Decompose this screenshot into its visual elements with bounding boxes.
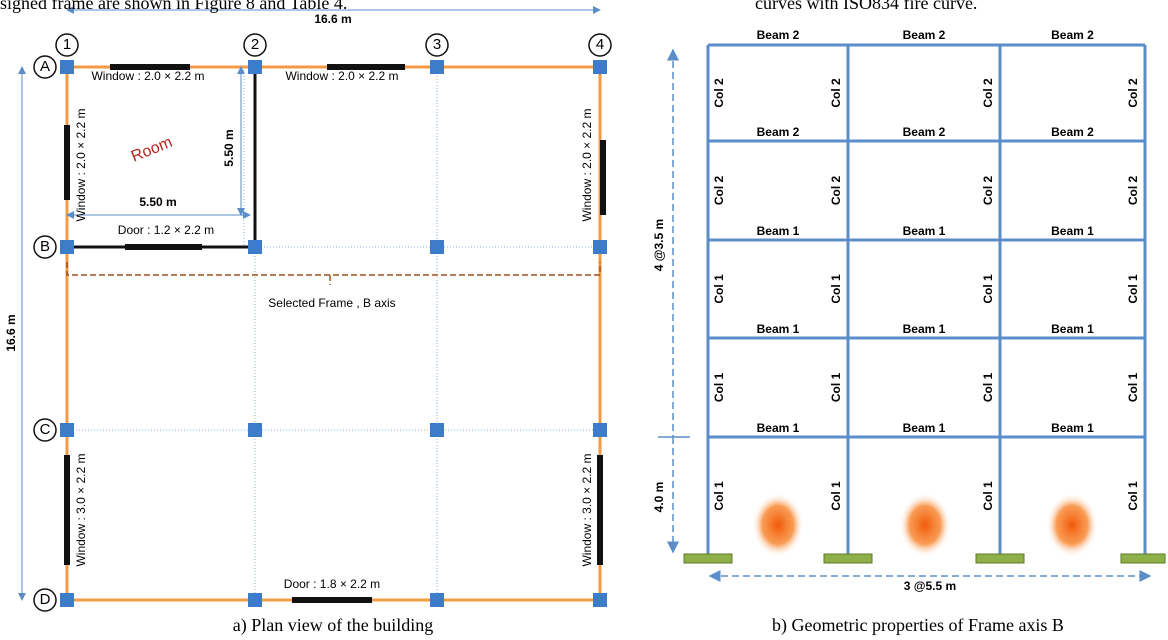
- opening-label: Door : 1.2 × 2.2 m: [118, 223, 214, 237]
- column-label: Col 1: [829, 481, 843, 511]
- column-marker: [430, 423, 444, 437]
- beam-label: Beam 1: [1051, 421, 1094, 435]
- grid-column-label: 2: [251, 36, 259, 53]
- selected-frame-label: Selected Frame , B axis: [268, 296, 395, 310]
- caption: b) Geometric properties of Frame axis B: [772, 615, 1064, 636]
- column-marker: [593, 593, 607, 607]
- column-label: Col 2: [981, 176, 995, 206]
- axis-bubble: [33, 588, 57, 612]
- room-depth: 5.50 m: [222, 129, 236, 166]
- column-label: Col 1: [1126, 274, 1140, 304]
- column-marker: [430, 240, 444, 254]
- beam-label: Beam 2: [757, 125, 800, 139]
- fire-icons: [752, 493, 1098, 557]
- plan-height: 16.6 m: [4, 314, 18, 351]
- beam-label: Beam 2: [903, 125, 946, 139]
- column-marker: [248, 240, 262, 254]
- column-label: Col 2: [712, 176, 726, 206]
- opening-label: Window : 2.0 × 2.2 m: [91, 69, 204, 83]
- opening-label: Window : 2.0 × 2.2 m: [74, 108, 88, 221]
- column-label: Col 1: [712, 373, 726, 403]
- beam-label: Beam 2: [903, 28, 946, 42]
- column-label: Col 2: [981, 78, 995, 108]
- axis-bubble: [33, 418, 57, 442]
- grid-row-label: A: [40, 58, 50, 75]
- upper-height: 4 @3.5 m: [652, 219, 666, 271]
- ground-height: 4.0 m: [652, 482, 666, 513]
- column-marker: [593, 60, 607, 74]
- grid-column-label: 3: [433, 36, 441, 53]
- beam-label: Beam 1: [1051, 224, 1094, 238]
- opening-label: Window : 2.0 × 2.2 m: [580, 108, 594, 221]
- grid-column-label: 1: [63, 36, 71, 53]
- column-label: Col 1: [712, 481, 726, 511]
- axis-bubble: [588, 33, 612, 57]
- beam-label: Beam 2: [1051, 125, 1094, 139]
- opening-label: Window : 3.0 × 2.2 m: [74, 453, 88, 566]
- beam-label: Beam 1: [757, 322, 800, 336]
- beam-label: Beam 1: [903, 421, 946, 435]
- span-label: 3 @5.5 m: [904, 579, 956, 593]
- column-marker: [60, 60, 74, 74]
- column-marker: [430, 593, 444, 607]
- column-label: Col 1: [829, 274, 843, 304]
- column-label: Col 1: [981, 274, 995, 304]
- header-fragment: curves with ISO834 fire curve.: [755, 0, 977, 13]
- selected-frame-brace: [66, 262, 601, 285]
- frame-view: [658, 43, 1166, 582]
- column-label: Col 2: [1126, 78, 1140, 108]
- column-marker: [593, 423, 607, 437]
- column-marker: [60, 423, 74, 437]
- grid-column-label: 4: [596, 36, 604, 53]
- opening-label: Window : 3.0 × 2.2 m: [580, 453, 594, 566]
- column-label: Col 2: [712, 78, 726, 108]
- axis-bubble: [425, 33, 449, 57]
- frame-dimensions: [667, 48, 1152, 582]
- axis-bubble: [33, 235, 57, 259]
- column-marker: [430, 60, 444, 74]
- frame-lines: [706, 43, 1147, 555]
- grid-row-label: C: [40, 421, 51, 438]
- beam-label: Beam 1: [757, 421, 800, 435]
- dimension-lines: [18, 6, 601, 601]
- column-marker: [60, 240, 74, 254]
- beam-label: Beam 2: [1051, 28, 1094, 42]
- grid-row-label: B: [40, 238, 50, 255]
- column-label: Col 1: [981, 373, 995, 403]
- axis-bubble: [33, 55, 57, 79]
- beam-label: Beam 1: [757, 224, 800, 238]
- header-fragment: signed frame are shown in Figure 8 and T…: [0, 0, 347, 13]
- caption: a) Plan view of the building: [233, 615, 433, 636]
- column-marker: [593, 240, 607, 254]
- column-marker: [248, 423, 262, 437]
- opening-label: Door : 1.8 × 2.2 m: [284, 577, 380, 591]
- column-marker: [248, 593, 262, 607]
- axis-bubble: [55, 33, 79, 57]
- room-label: Room: [129, 134, 175, 166]
- beam-label: Beam 1: [903, 224, 946, 238]
- axis-bubble: [243, 33, 267, 57]
- column-label: Col 1: [712, 274, 726, 304]
- column-marker: [248, 60, 262, 74]
- column-label: Col 2: [829, 176, 843, 206]
- column-label: Col 2: [829, 78, 843, 108]
- column-label: Col 1: [1126, 373, 1140, 403]
- column-label: Col 1: [981, 481, 995, 511]
- room-width: 5.50 m: [139, 195, 176, 209]
- openings: [64, 64, 606, 603]
- column-marker: [60, 593, 74, 607]
- beam-label: Beam 1: [903, 322, 946, 336]
- beam-label: Beam 2: [757, 28, 800, 42]
- plan-width: 16.6 m: [314, 12, 351, 26]
- column-label: Col 1: [829, 373, 843, 403]
- supports: [683, 553, 1166, 564]
- column-label: Col 1: [1126, 481, 1140, 511]
- grid-row-label: D: [40, 591, 51, 608]
- plan-view: [18, 6, 606, 603]
- column-label: Col 2: [1126, 176, 1140, 206]
- opening-label: Window : 2.0 × 2.2 m: [285, 69, 398, 83]
- beam-label: Beam 1: [1051, 322, 1094, 336]
